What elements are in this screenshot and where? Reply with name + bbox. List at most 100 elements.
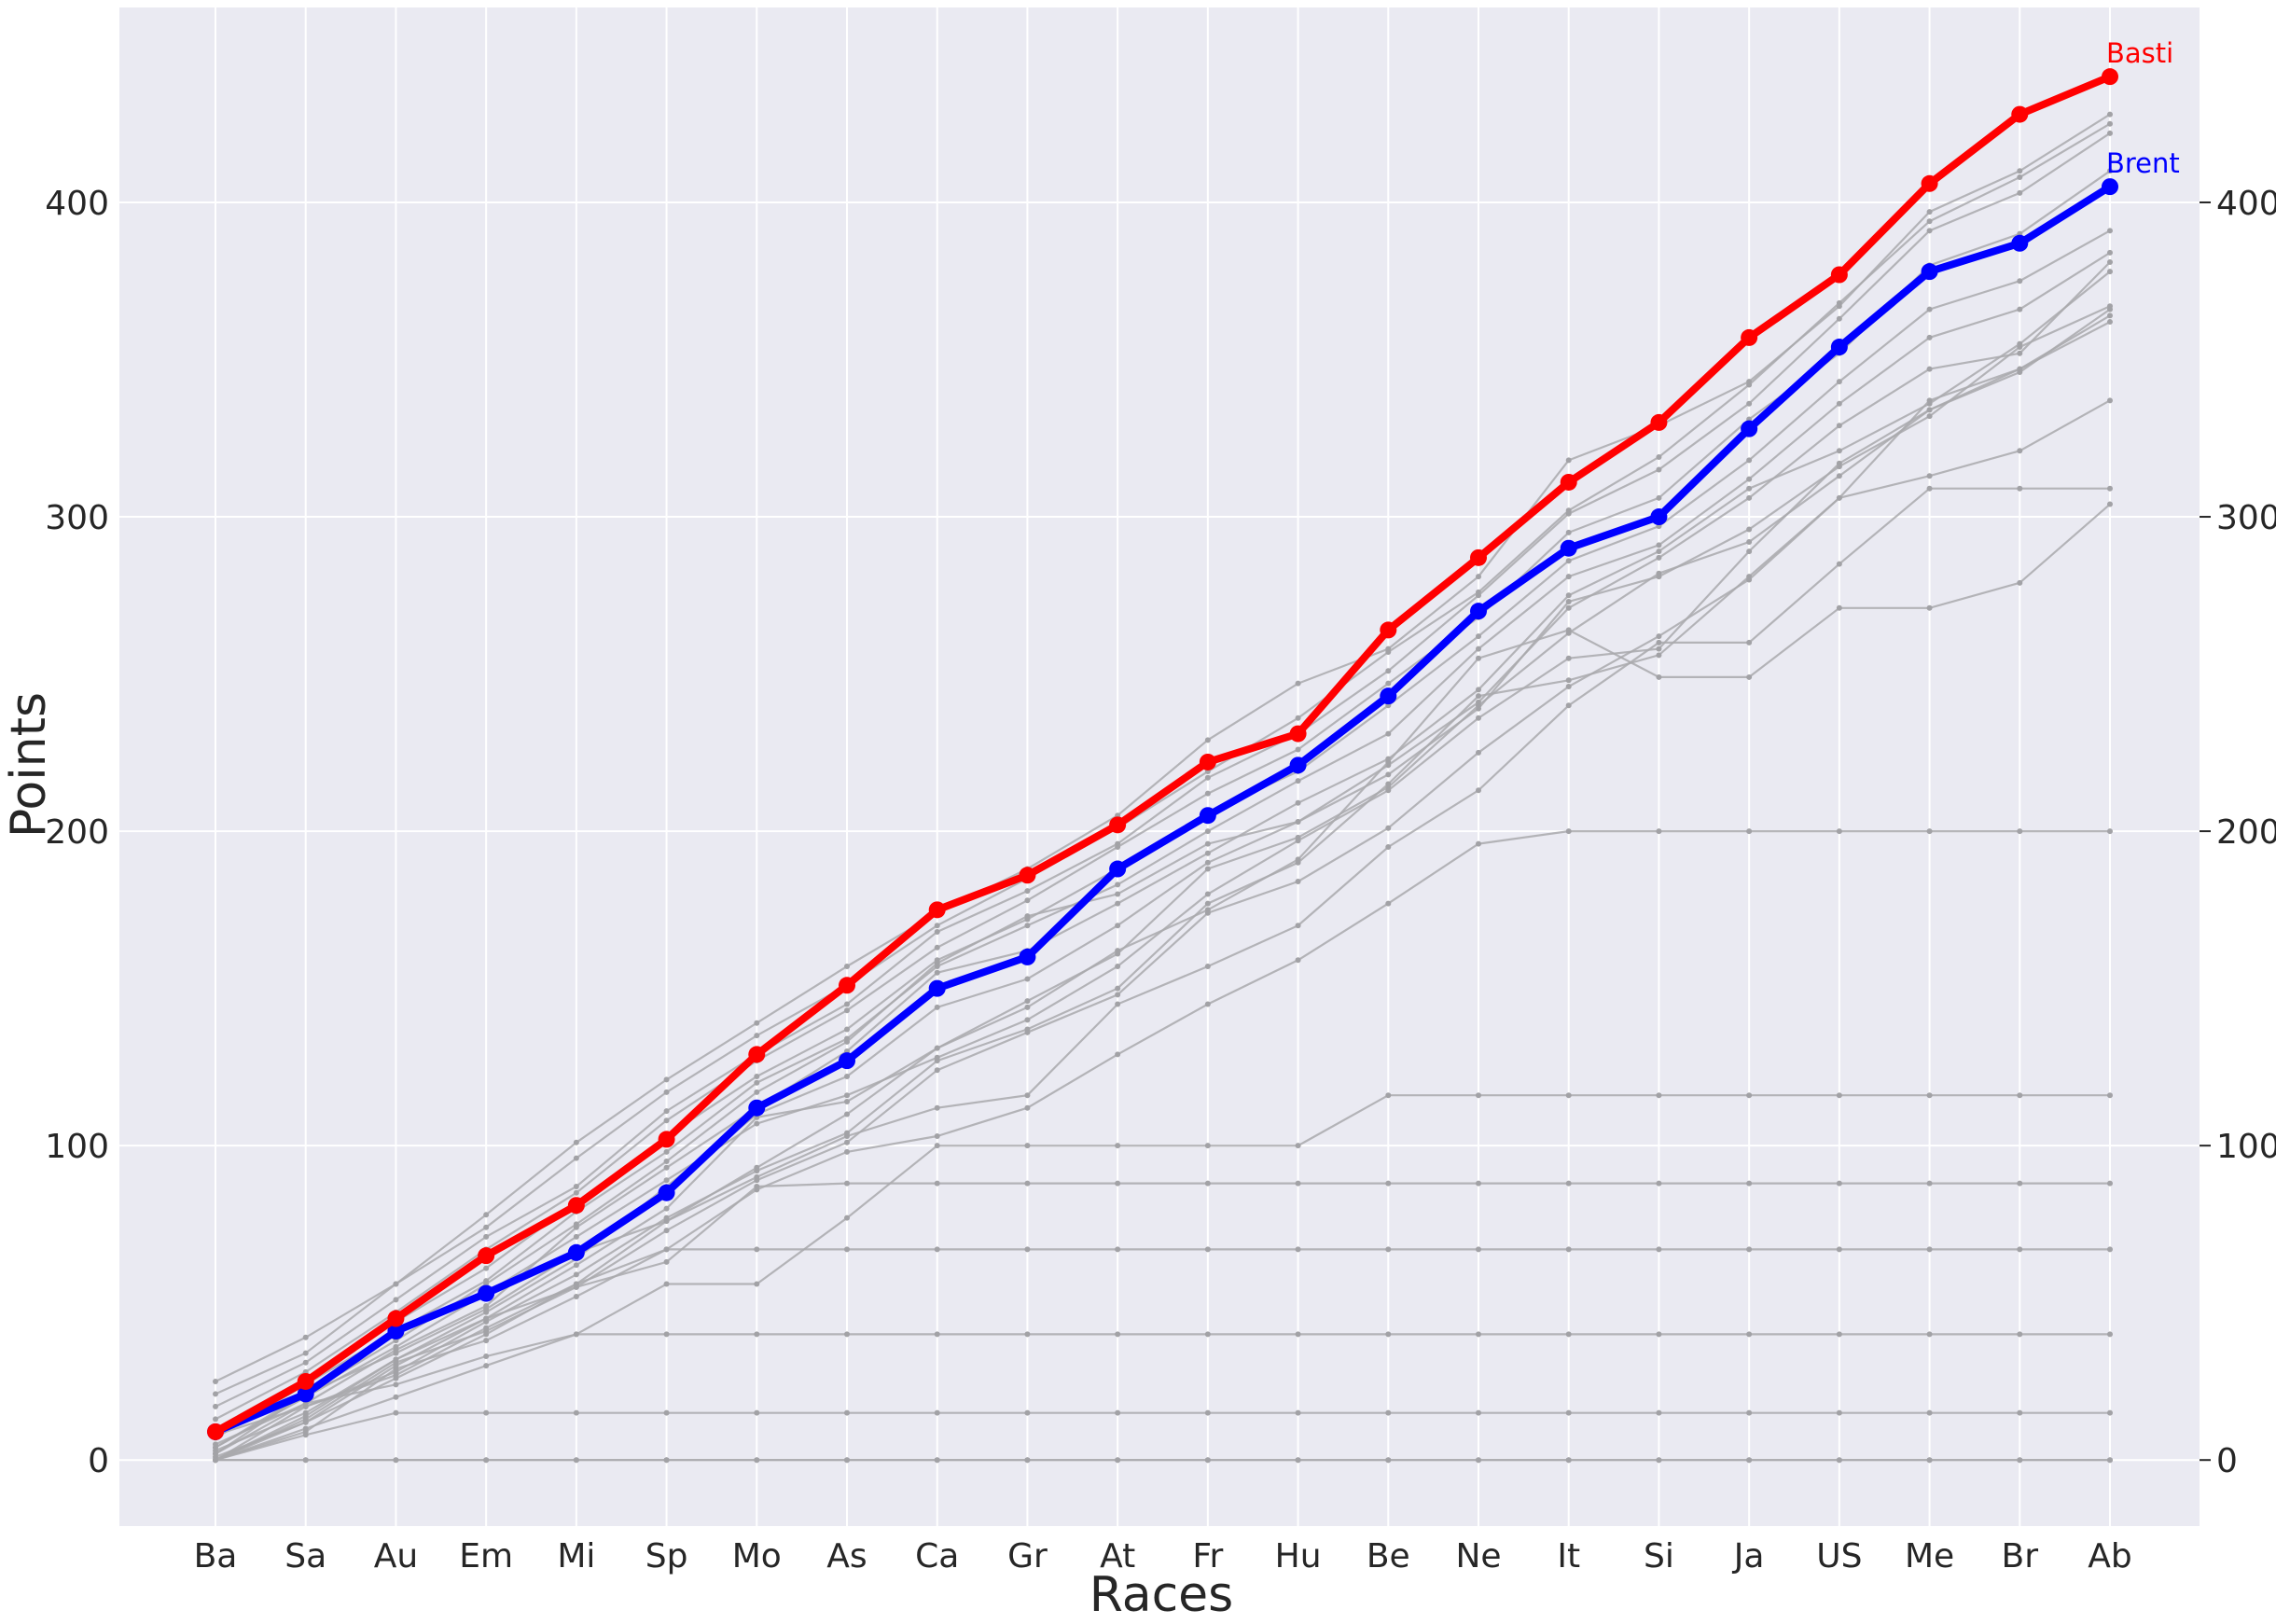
series-point [573, 1224, 579, 1230]
series-point [1656, 1180, 1662, 1187]
series-point [2107, 397, 2113, 404]
series-point [1476, 715, 1481, 721]
series-point [1295, 1457, 1301, 1464]
series-point [1024, 1457, 1031, 1464]
basti-point [658, 1131, 675, 1148]
series-point [1476, 840, 1481, 847]
series-point [1115, 1246, 1121, 1253]
series-point [1385, 825, 1392, 831]
series-point [754, 1079, 760, 1086]
series-point [1565, 1409, 1572, 1416]
series-point [754, 1173, 760, 1180]
series-point [1746, 539, 1753, 546]
series-point [1746, 576, 1753, 583]
brent-point [839, 1052, 855, 1070]
series-point [1476, 1457, 1481, 1464]
x-tick-label: Be [1367, 1537, 1410, 1575]
series-point [2107, 1092, 2113, 1099]
series-point [1476, 702, 1481, 709]
series-point [1656, 645, 1662, 652]
x-tick-label: Me [1905, 1537, 1954, 1575]
series-point [934, 1331, 940, 1338]
series-point [1295, 957, 1301, 964]
series-point [2107, 120, 2113, 127]
basti-point [748, 1046, 766, 1063]
series-point [1115, 1001, 1121, 1007]
series-point [844, 964, 850, 970]
series-point [2017, 485, 2023, 492]
series-point [1836, 379, 1842, 385]
series-point [1836, 1092, 1842, 1099]
series-point [1115, 964, 1121, 970]
brent-point [658, 1184, 675, 1201]
series-point [1926, 1246, 1933, 1253]
series-point [1024, 1180, 1031, 1187]
series-point [1204, 1001, 1211, 1007]
series-point [1656, 639, 1662, 645]
series-point [1295, 1409, 1301, 1416]
series-point [1926, 473, 1933, 479]
series-point [1926, 1409, 1933, 1416]
series-point [1746, 382, 1753, 388]
y-tick-label-right: 100 [2216, 1128, 2276, 1166]
y-tick-label-right: 0 [2216, 1442, 2238, 1480]
series-point [483, 1325, 490, 1331]
series-line [215, 829, 2110, 1462]
x-tick-label: Mo [732, 1537, 782, 1575]
series-point [1926, 366, 1933, 372]
series-point [934, 1058, 940, 1064]
series-point [1204, 1143, 1211, 1149]
brent-point [2102, 178, 2118, 196]
series-point [1926, 209, 1933, 215]
series-point [844, 1007, 850, 1014]
series-point [663, 1164, 670, 1171]
series-point [2107, 228, 2113, 234]
right-y-tick-labels: 0 100 200 300 400 [2200, 185, 2276, 1480]
series-point [934, 1143, 940, 1149]
series-point [1746, 1331, 1753, 1338]
series-point [2017, 1180, 2023, 1187]
x-tick-label: US [1816, 1537, 1862, 1575]
series-point [934, 1067, 940, 1074]
series-point [483, 1457, 490, 1464]
series-point [1565, 574, 1572, 580]
basti-point [1830, 266, 1848, 284]
y-axis-title: Points [1, 692, 57, 838]
series-point [663, 1108, 670, 1115]
series-point [934, 944, 940, 951]
series-point [1476, 749, 1481, 756]
series-point [1385, 843, 1392, 850]
y-tick-label-right: 400 [2216, 185, 2276, 223]
series-point [1476, 592, 1481, 599]
series-point [1656, 494, 1662, 501]
x-tick-label: Fr [1192, 1537, 1223, 1575]
series-point [1204, 1180, 1211, 1187]
series-point [1565, 1180, 1572, 1187]
series-point [2017, 344, 2023, 351]
series-point [1746, 494, 1753, 501]
series-point [1204, 1409, 1211, 1416]
series-line [215, 1182, 2110, 1452]
brent-end-label: Brent [2106, 147, 2180, 179]
series-point [1565, 510, 1572, 517]
series-point [1295, 746, 1301, 753]
series-point [1204, 828, 1211, 835]
basti-point [1109, 816, 1127, 834]
series-point [1926, 1092, 1933, 1099]
series-point [1746, 548, 1753, 555]
series-point [1746, 1092, 1753, 1099]
series-point [483, 1224, 490, 1230]
series-point [1836, 1331, 1842, 1338]
series-point [844, 1001, 850, 1007]
series-point [1746, 1457, 1753, 1464]
series-point [1024, 888, 1031, 895]
series-point [483, 1265, 490, 1271]
series-point [302, 1425, 309, 1432]
series-point [393, 1394, 399, 1400]
series-point [2017, 448, 2023, 454]
series-point [663, 1076, 670, 1083]
brent-line [214, 183, 2113, 1436]
series-point [754, 1089, 760, 1095]
basti-point [928, 901, 946, 919]
